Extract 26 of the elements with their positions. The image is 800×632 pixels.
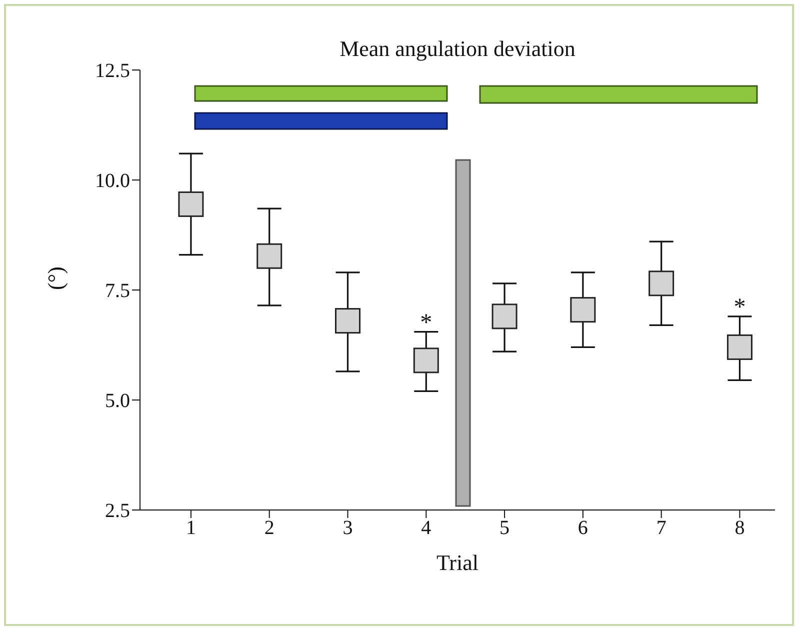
point	[570, 297, 596, 323]
x-tick-label: 3	[342, 517, 353, 540]
point	[178, 191, 204, 217]
x-tick-label: 5	[500, 517, 510, 540]
point	[648, 270, 674, 296]
y-tick-label: 10.0	[95, 170, 130, 192]
x-tick-label: 4	[421, 517, 432, 540]
chart-title: Mean angulation deviation	[338, 36, 576, 62]
point	[413, 348, 439, 374]
y-tick-label: 5.0	[105, 390, 130, 412]
x-tick-label: 6	[578, 517, 588, 540]
x-axis-title: Trial	[436, 550, 478, 575]
point	[256, 243, 282, 269]
y-tick-label: 7.5	[105, 280, 130, 302]
point	[726, 334, 752, 360]
annotation: *	[734, 294, 746, 320]
y-tick-label: 12.5	[95, 60, 130, 82]
point	[492, 304, 518, 330]
x-tick-label: 2	[264, 517, 274, 540]
point	[334, 308, 360, 334]
x-tick-label: 1	[186, 517, 196, 540]
annotation: *	[420, 310, 432, 336]
x-tick-label: 7	[656, 517, 666, 540]
y-axis-title: (°)	[42, 266, 68, 290]
y-tick-label: 2.5	[105, 500, 130, 522]
x-tick-label: 8	[734, 517, 745, 540]
